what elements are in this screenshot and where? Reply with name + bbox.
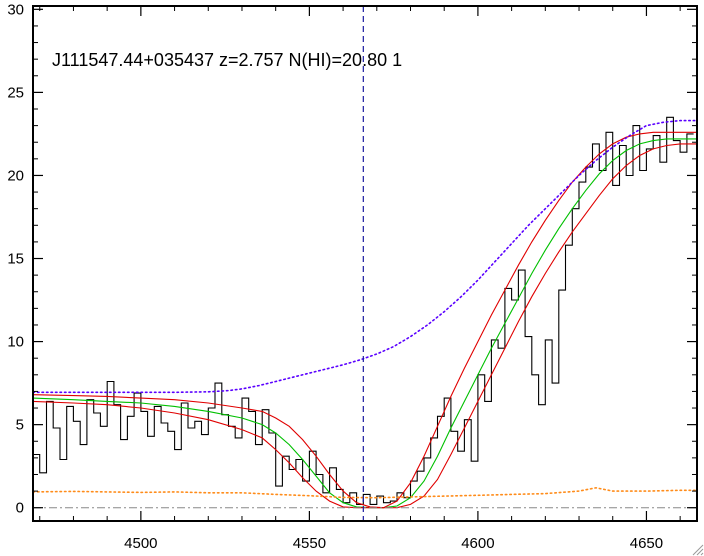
y-tick-label: 20 [7,167,24,184]
plot-frame [32,5,698,522]
y-tick-label: 0 [16,500,24,517]
error-line [33,486,697,499]
tick-labels: 4500 4550 4600 4650 0 5 10 15 20 25 30 [7,1,663,552]
axis-ticks [33,6,697,521]
y-tick-label: 5 [16,417,24,434]
model-upper-line [33,131,697,509]
x-tick-label: 4550 [293,535,326,552]
resize-grip-icon[interactable] [690,542,704,556]
y-tick-label: 15 [7,251,24,268]
continuum-line [33,119,697,394]
series-layer [33,116,697,509]
y-tick-label: 30 [7,1,24,18]
model-lower-line [33,143,697,509]
x-tick-label: 4500 [124,535,157,552]
chart-title: J111547.44+035437 z=2.757 N(HI)=20.80 1 [52,50,402,70]
model-fit-line [33,138,697,509]
y-tick-label: 25 [7,84,24,101]
x-tick-label: 4600 [461,535,494,552]
reference-lines [33,6,697,521]
x-tick-label: 4650 [630,535,663,552]
y-tick-label: 10 [7,334,24,351]
